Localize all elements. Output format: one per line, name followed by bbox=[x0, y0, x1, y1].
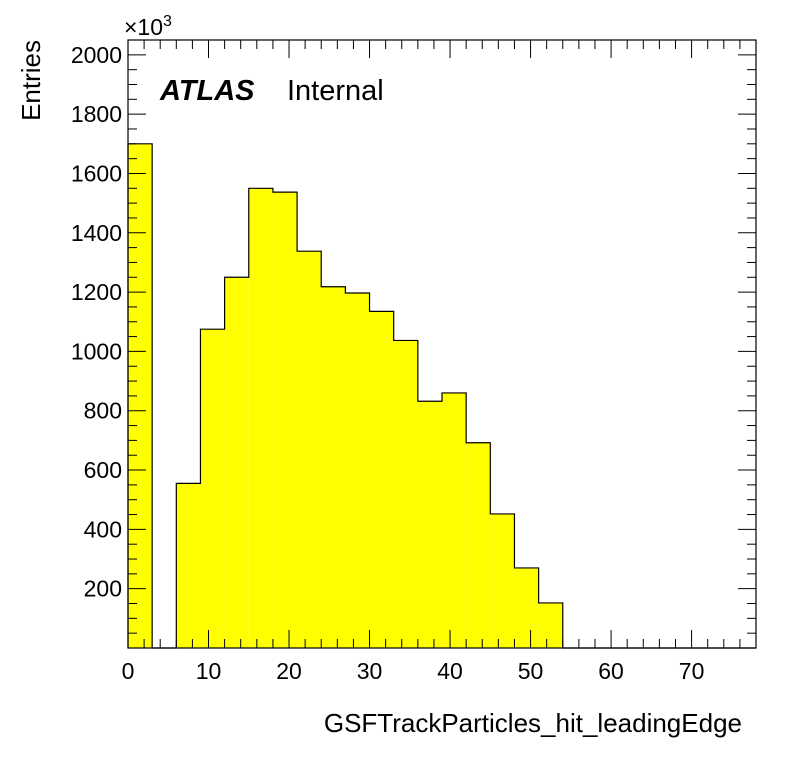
histogram-bar bbox=[248, 188, 273, 649]
atlas-label: ATLAS bbox=[159, 75, 255, 107]
y-tick-label: 800 bbox=[84, 398, 122, 424]
y-scale-exponent-label: ×103 bbox=[124, 13, 172, 40]
x-tick-label: 20 bbox=[276, 658, 302, 684]
x-tick-label: 0 bbox=[122, 658, 135, 684]
x-tick-label: 50 bbox=[518, 658, 544, 684]
histogram-bar bbox=[490, 513, 515, 648]
histogram-bar bbox=[345, 292, 370, 648]
histogram-bar bbox=[321, 286, 346, 648]
x-tick-label: 30 bbox=[357, 658, 383, 684]
y-tick-label: 1000 bbox=[71, 338, 122, 364]
y-tick-label: 400 bbox=[84, 516, 122, 542]
axis-ticks bbox=[127, 39, 757, 649]
x-tick-label: 60 bbox=[598, 658, 624, 684]
x-tick-label: 70 bbox=[679, 658, 705, 684]
histogram-bar bbox=[297, 251, 322, 649]
x-tick-label: 10 bbox=[196, 658, 222, 684]
histogram-bar bbox=[224, 277, 249, 648]
x-axis-title: GSFTrackParticles_hit_leadingEdge bbox=[324, 708, 742, 738]
y-tick-label: 600 bbox=[84, 457, 122, 483]
histogram-bar bbox=[538, 602, 563, 648]
y-tick-label: 1200 bbox=[71, 279, 122, 305]
x-tick-label: 40 bbox=[437, 658, 463, 684]
histogram-bar bbox=[466, 442, 491, 648]
histogram-bar bbox=[393, 340, 418, 648]
histogram-bar bbox=[417, 401, 442, 648]
histogram-bar bbox=[514, 567, 539, 648]
histogram-bar bbox=[176, 483, 201, 648]
histogram-bar bbox=[272, 192, 298, 648]
y-tick-label: 1400 bbox=[71, 220, 122, 246]
histogram-bar bbox=[369, 311, 394, 648]
y-tick-label: 2000 bbox=[71, 42, 122, 68]
internal-label: Internal bbox=[287, 75, 384, 107]
histogram-bar bbox=[200, 329, 225, 648]
plot-frame bbox=[127, 39, 757, 649]
y-tick-labels: 200 400 600 800 1000 1200 1400 1600 1800 2000 bbox=[71, 42, 122, 602]
x-tick-labels: 0 10 20 30 40 50 60 70 bbox=[122, 658, 705, 684]
y-tick-label: 200 bbox=[84, 576, 122, 602]
y-tick-label: 1800 bbox=[71, 101, 122, 127]
histogram-bar bbox=[442, 392, 467, 648]
y-axis-title: Entries bbox=[16, 40, 46, 121]
y-tick-label: 1600 bbox=[71, 160, 122, 186]
histogram-bars bbox=[127, 143, 756, 649]
